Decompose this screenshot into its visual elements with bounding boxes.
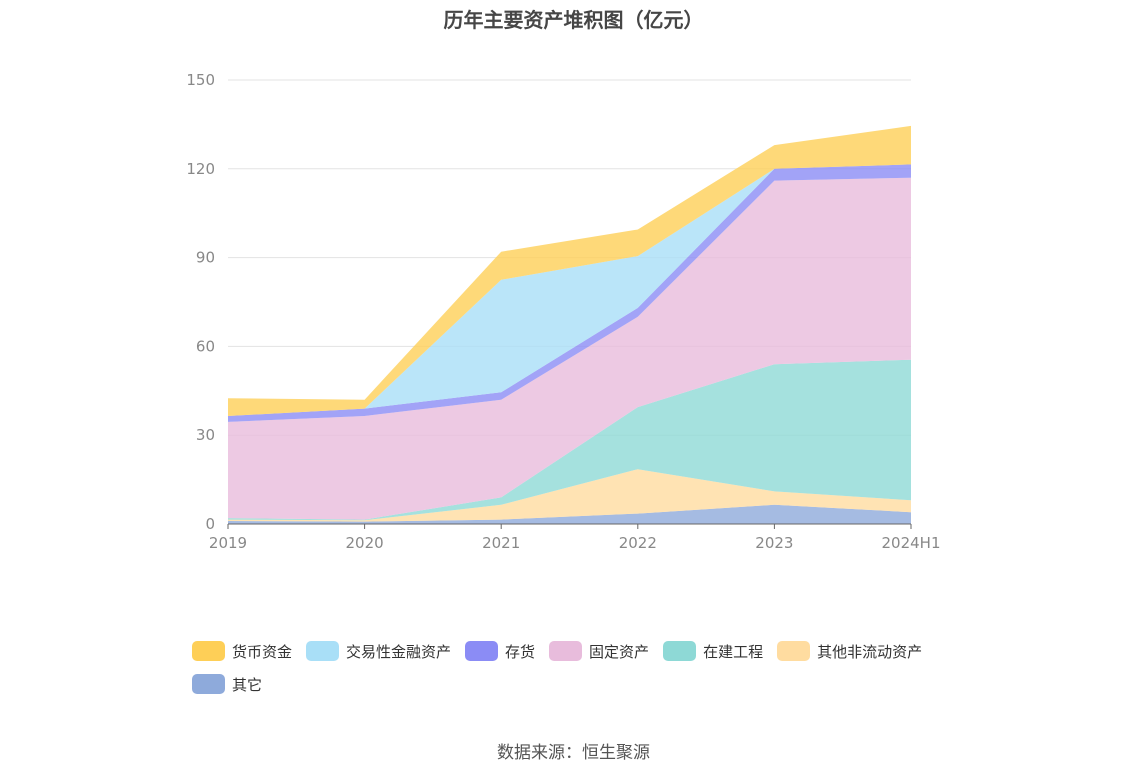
chart-title: 历年主要资产堆积图（亿元）	[443, 8, 704, 32]
legend-label: 货币资金	[232, 642, 293, 661]
legend-label: 交易性金融资产	[346, 642, 452, 661]
area-series-5[interactable]	[228, 164, 911, 416]
x-tick-label: 2023	[755, 534, 793, 552]
x-tick-label: 2022	[619, 534, 657, 552]
x-tick-label: 2020	[346, 534, 384, 552]
legend-item[interactable]: 其他非流动资产	[777, 640, 922, 662]
x-tick-label: 2019	[209, 534, 247, 552]
y-tick-label: 90	[196, 249, 215, 267]
data-source: 数据来源：恒生聚源	[497, 743, 650, 763]
area-series-1[interactable]	[228, 469, 911, 522]
legend-item[interactable]: 货币资金	[192, 640, 292, 662]
legend-swatch	[192, 674, 225, 694]
legend-label: 其它	[232, 675, 263, 694]
legend-swatch	[465, 641, 499, 661]
legend-swatch	[192, 641, 225, 661]
area-series-3[interactable]	[228, 177, 911, 520]
y-tick-label: 30	[196, 426, 215, 444]
legend-item[interactable]: 固定资产	[549, 640, 649, 662]
legend-swatch	[663, 641, 697, 661]
area-series-0[interactable]	[228, 504, 911, 524]
area-series-2[interactable]	[228, 359, 911, 521]
legend-label: 在建工程	[703, 642, 764, 661]
y-tick-label: 60	[196, 337, 215, 355]
legend-label: 存货	[505, 642, 536, 661]
legend-label: 固定资产	[589, 642, 650, 661]
x-tick-label: 2024H1	[882, 534, 941, 552]
x-tick-label: 2021	[482, 534, 520, 552]
legend-swatch	[777, 641, 811, 661]
legend-item[interactable]: 其它	[192, 673, 262, 695]
legend-item[interactable]: 存货	[465, 640, 535, 662]
legend-swatch	[549, 641, 583, 661]
y-tick-label: 120	[186, 160, 215, 178]
y-tick-label: 150	[186, 71, 215, 89]
legend-item[interactable]: 在建工程	[663, 640, 763, 662]
legend-item[interactable]: 交易性金融资产	[306, 640, 451, 662]
legend: 货币资金 交易性金融资产 存货 固定资产 在建工程 其他非流动资产其它	[192, 640, 992, 706]
chart-area: 0 30 60 90 120 150 2019 2020 2021 2022 2023 2024H1	[186, 71, 941, 552]
y-tick-label: 0	[205, 515, 215, 533]
area-series-6[interactable]	[228, 125, 911, 417]
legend-swatch	[306, 641, 340, 661]
legend-label: 其他非流动资产	[817, 642, 923, 661]
